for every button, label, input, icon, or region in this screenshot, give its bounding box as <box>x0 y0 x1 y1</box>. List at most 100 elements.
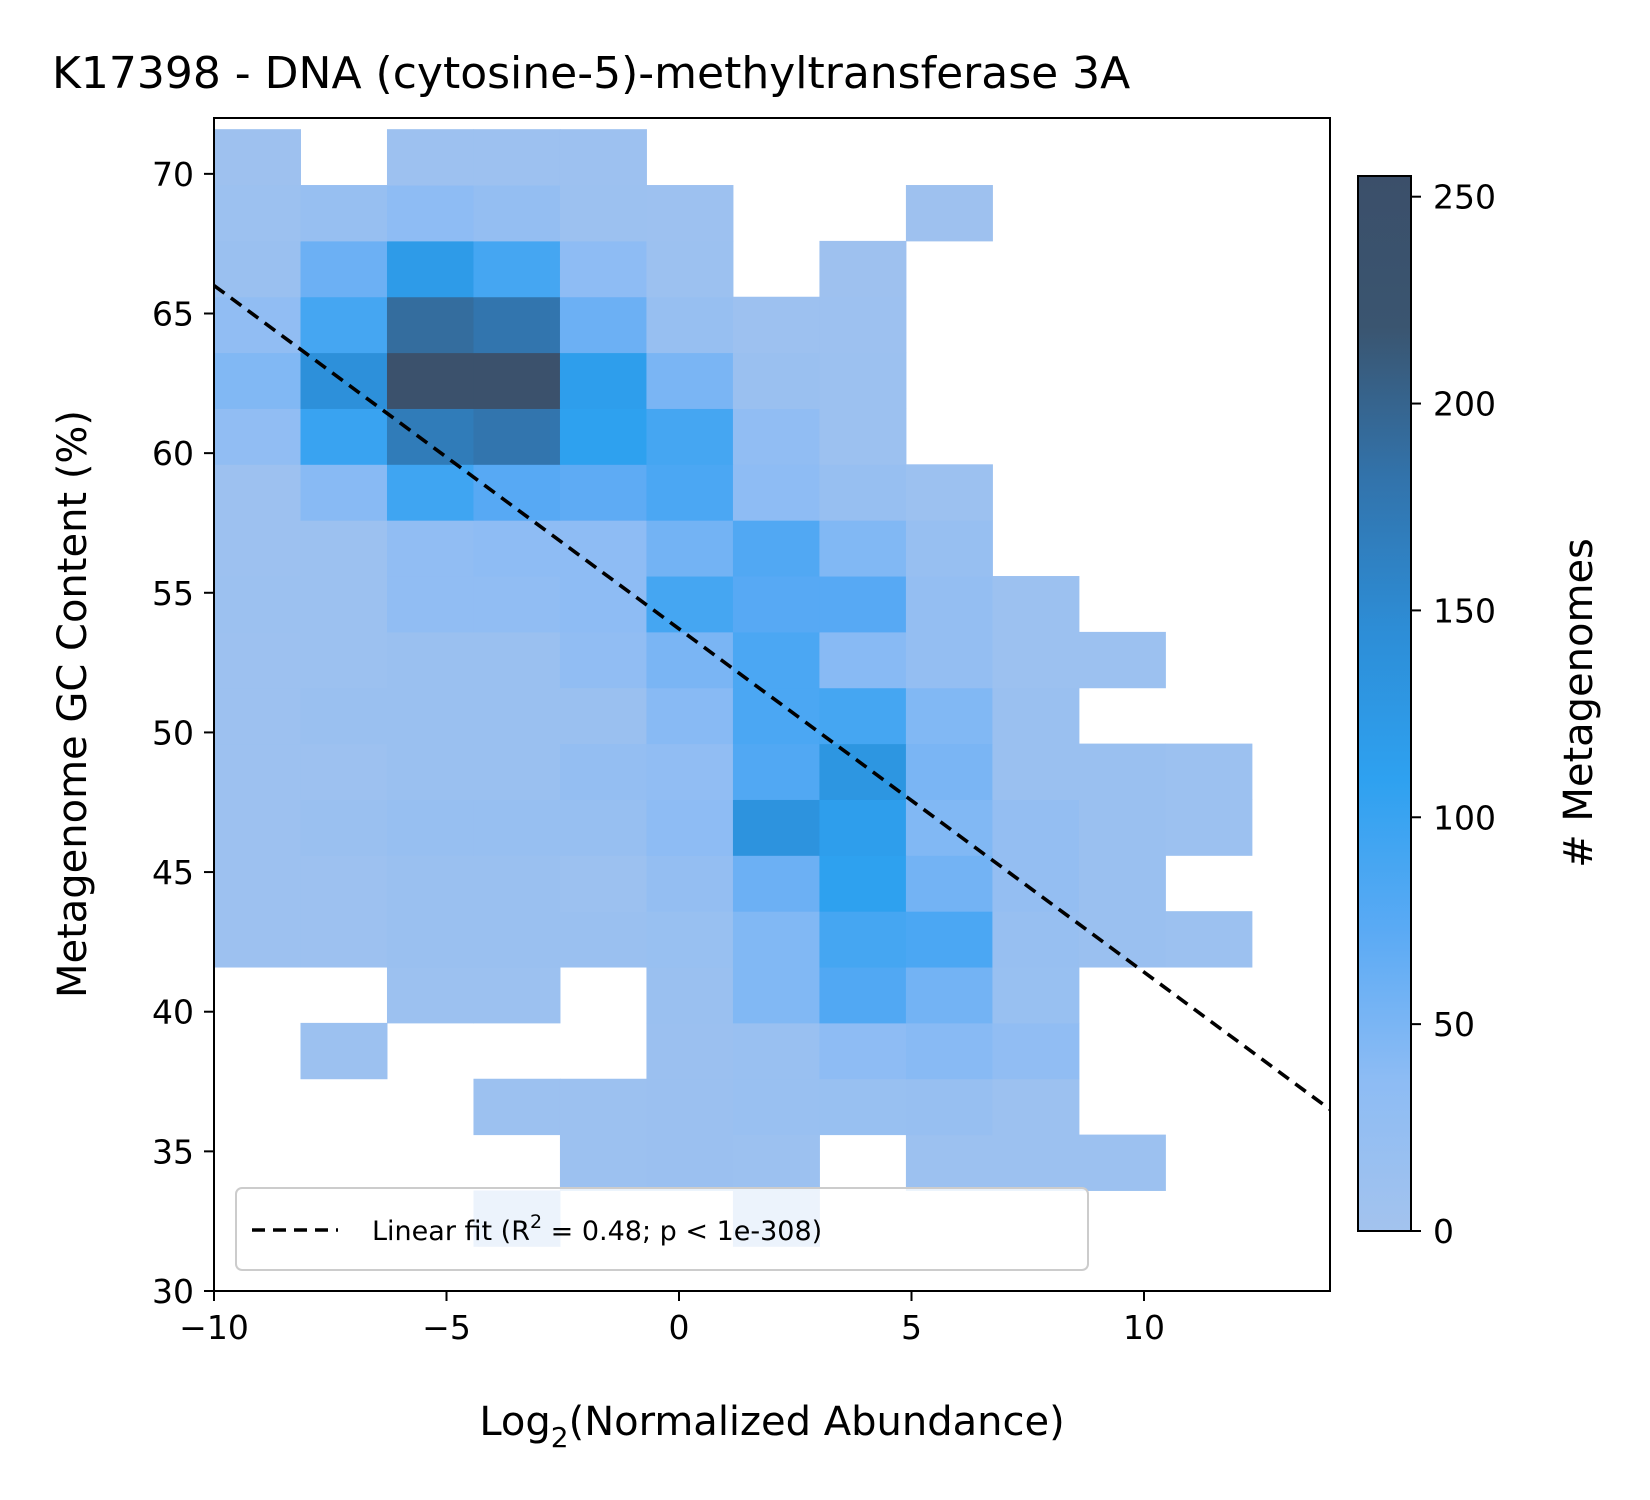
heatmap-cell <box>300 1022 388 1080</box>
heatmap-cell <box>214 129 301 186</box>
heatmap-cell <box>386 967 474 1024</box>
heatmap-cell <box>214 464 301 521</box>
heatmap-cell <box>559 296 647 354</box>
heatmap-cell <box>386 185 474 242</box>
heatmap-cell <box>732 1022 820 1080</box>
legend-label-main: Linear fit (R <box>372 1216 530 1247</box>
legend: Linear fit (R2 = 0.48; p < 1e-308) <box>235 1187 1089 1271</box>
heatmap-cell <box>646 743 734 800</box>
heatmap-cell <box>214 911 301 968</box>
heatmap-cell <box>992 1022 1080 1080</box>
heatmap-cell <box>214 799 301 856</box>
heatmap-cell <box>559 464 647 521</box>
heatmap-cell <box>473 185 561 242</box>
heatmap-cells <box>214 129 1253 1247</box>
heatmap-cell <box>819 408 907 465</box>
heatmap-cell <box>819 911 907 968</box>
heatmap-cell <box>300 185 388 242</box>
heatmap-cell <box>1078 855 1166 912</box>
heatmap-cell <box>473 967 561 1024</box>
heatmap-cell <box>386 464 474 521</box>
heatmap-cell <box>473 687 561 745</box>
heatmap-cell <box>386 296 474 354</box>
heatmap-cell <box>559 631 647 689</box>
colorbar-tick-label: 0 <box>1433 1212 1454 1251</box>
heatmap-cell <box>732 799 820 856</box>
heatmap-cell <box>992 631 1080 689</box>
heatmap-cell <box>214 855 301 912</box>
heatmap-cell <box>819 1022 907 1080</box>
heatmap-cell <box>473 1078 561 1136</box>
heatmap-cell <box>646 855 734 912</box>
plot-area <box>212 117 1332 1292</box>
heatmap-cell <box>214 576 301 633</box>
heatmap-cell <box>386 520 474 577</box>
heatmap-cell <box>214 687 301 745</box>
y-tick-label: 50 <box>152 713 194 752</box>
heatmap-cell <box>905 687 993 745</box>
heatmap-cell <box>300 240 388 298</box>
colorbar: 0 50 100 150 200 250 # Metagenomes <box>1357 175 1602 1251</box>
heatmap-cell <box>559 743 647 800</box>
heatmap-cell <box>300 464 388 521</box>
heatmap-cell <box>300 631 388 689</box>
colorbar-gradient <box>1357 175 1412 1232</box>
heatmap-cell <box>905 576 993 633</box>
heatmap-cell <box>646 185 734 242</box>
heatmap-cell <box>992 743 1080 800</box>
linear-fit-line <box>212 284 1332 1111</box>
heatmap-cell <box>905 1134 993 1191</box>
heatmap-cell <box>819 743 907 800</box>
heatmap-cell <box>992 799 1080 856</box>
heatmap-cell <box>646 799 734 856</box>
heatmap-cell <box>905 743 993 800</box>
heatmap-cell <box>646 296 734 354</box>
heatmap-cell <box>300 855 388 912</box>
heatmap-cell <box>386 687 474 745</box>
heatmap-cell <box>386 855 474 912</box>
colorbar-tick-label: 150 <box>1433 591 1496 630</box>
heatmap-cell <box>473 296 561 354</box>
heatmap-cell <box>819 687 907 745</box>
heatmap-cell <box>300 352 388 409</box>
heatmap-cell <box>732 1078 820 1136</box>
heatmap-cell <box>819 967 907 1024</box>
x-axis-label-subscript: 2 <box>551 1421 569 1454</box>
heatmap-cell <box>732 352 820 409</box>
heatmap-cell <box>646 352 734 409</box>
heatmap-cell <box>992 687 1080 745</box>
heatmap-cell <box>819 296 907 354</box>
heatmap-cell <box>559 185 647 242</box>
heatmap-cell <box>819 631 907 689</box>
heatmap-cell <box>300 408 388 465</box>
heatmap-cell <box>646 240 734 298</box>
y-tick-label: 60 <box>152 434 194 473</box>
legend-label: Linear fit (R2 = 0.48; p < 1e-308) <box>372 1211 822 1247</box>
x-tick-label: −10 <box>179 1308 249 1347</box>
heatmap-cell <box>646 576 734 633</box>
heatmap-cell <box>473 464 561 521</box>
heatmap-cell <box>1078 1134 1166 1191</box>
heatmap-cell <box>992 911 1080 968</box>
heatmap-cell <box>300 799 388 856</box>
heatmap-cell <box>732 967 820 1024</box>
heatmap-cell <box>819 240 907 298</box>
heatmap-cell <box>819 464 907 521</box>
heatmap-cell <box>473 408 561 465</box>
heatmap-cell <box>559 911 647 968</box>
plot-frame <box>213 117 1331 1292</box>
heatmap-cell <box>732 1134 820 1191</box>
heatmap-cell <box>732 464 820 521</box>
y-tick-label: 30 <box>152 1272 194 1311</box>
y-tick-label: 35 <box>152 1132 194 1171</box>
heatmap-cell <box>905 911 993 968</box>
heatmap-cell <box>905 185 993 242</box>
heatmap-cell <box>905 464 993 521</box>
heatmap-cell <box>559 520 647 577</box>
heatmap-cell <box>473 855 561 912</box>
colorbar-tick-label: 100 <box>1433 798 1496 837</box>
legend-label-superscript: 2 <box>530 1211 542 1233</box>
heatmap-cell <box>646 464 734 521</box>
heatmap-cell <box>992 967 1080 1024</box>
heatmap-cell <box>646 911 734 968</box>
